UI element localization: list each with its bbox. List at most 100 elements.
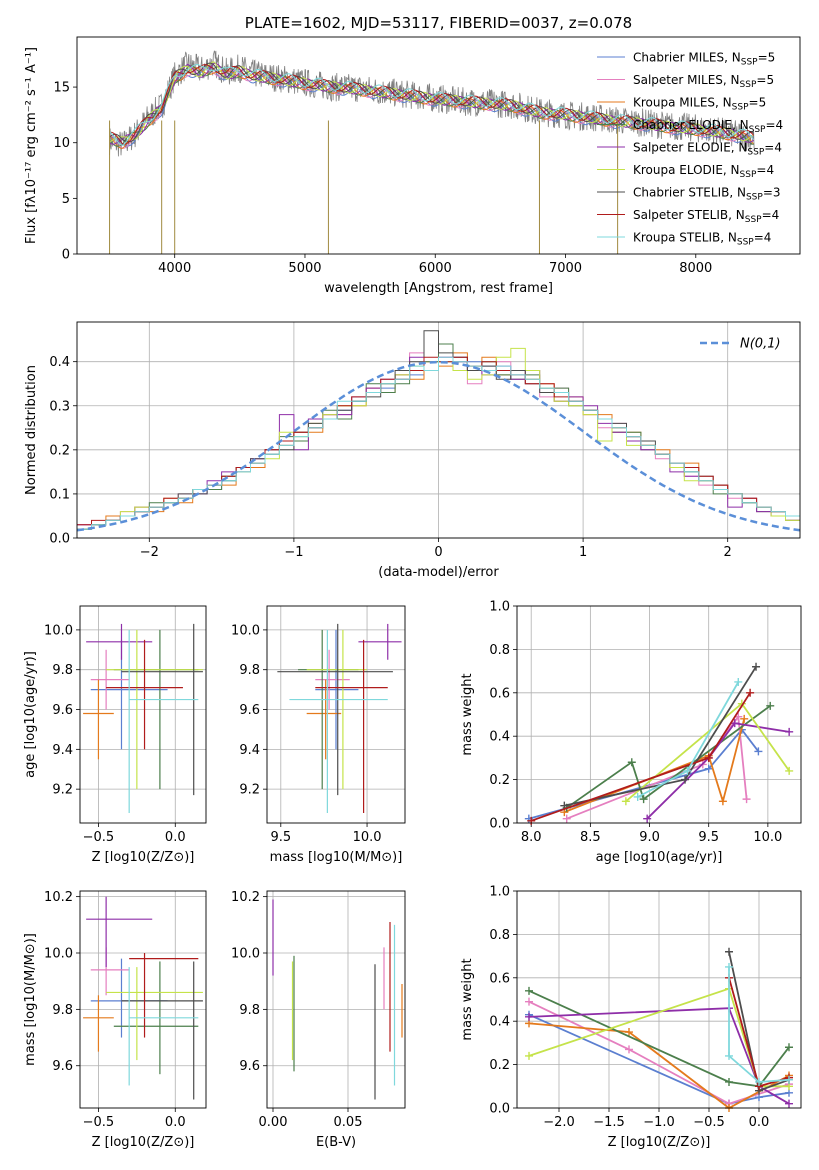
weight-marker xyxy=(527,816,536,825)
y-tick-label: 10.2 xyxy=(231,890,260,905)
panel-spectrum: 4000 5000 6000 7000 8000 0 5 10 15 wavelength [An… xyxy=(24,14,801,296)
y-tick-label: 0 xyxy=(62,248,70,263)
x-tick-label: 9.5 xyxy=(270,830,291,845)
weight-marker xyxy=(625,1028,633,1037)
y-tick-label: 0.2 xyxy=(489,773,510,788)
normal-curve xyxy=(77,360,800,532)
axes-frame xyxy=(79,890,207,1109)
weight-marker xyxy=(785,1075,793,1084)
axes-frame xyxy=(76,36,801,255)
y-tick-label: 9.6 xyxy=(52,703,73,718)
y-tick-label: 15 xyxy=(53,81,70,96)
panel-residuals: −2 −1 0 1 2 0.0 0.1 0.2 0.3 0.4 (data-model)/error… xyxy=(24,321,801,580)
axes-frame xyxy=(79,605,207,824)
y-tick-label: 9.8 xyxy=(239,1003,260,1018)
axes-frame xyxy=(76,321,801,539)
panel-mass_vs_z: −0.5 0.0 9.6 9.8 10.0 10.2 Z [log10(Z/Z⊙)] mass… xyxy=(23,890,207,1150)
y-axis-label: mass [log10(M/M⊙)] xyxy=(23,933,38,1066)
x-tick-label: 8000 xyxy=(679,261,712,276)
model-8 xyxy=(109,63,754,146)
histograms xyxy=(77,330,800,532)
weight-marker xyxy=(643,814,652,823)
panel-age_vs_mass: 9.5 10.0 9.2 9.4 9.6 9.8 10.0 mass [log10(M/M⊙)… xyxy=(231,605,406,865)
x-tick-label: 9.0 xyxy=(639,830,660,845)
x-axis-label: age [log10(age/yr)] xyxy=(596,850,723,865)
x-tick-label: −0.5 xyxy=(83,1115,115,1130)
weight-marker xyxy=(754,747,763,756)
weight-marker xyxy=(683,766,692,775)
legend-label: Chabrier ELODIE, NSSP=4 xyxy=(633,118,783,135)
y-tick-label: 0.0 xyxy=(489,817,510,832)
weight-marker xyxy=(725,1051,733,1060)
weight-marker xyxy=(627,758,636,767)
y-tick-label: 10.0 xyxy=(44,623,73,638)
x-tick-label: 10.0 xyxy=(753,830,782,845)
y-tick-label: 0.0 xyxy=(49,532,70,547)
y-tick-label: 0.4 xyxy=(489,730,510,745)
y-tick-label: 0.1 xyxy=(49,487,70,502)
x-tick-label: 0 xyxy=(434,545,442,560)
y-tick-label: 0.4 xyxy=(489,1015,510,1030)
y-axis-label: mass weight xyxy=(460,958,475,1040)
y-tick-label: 10 xyxy=(53,136,70,151)
weight-line-5 xyxy=(528,987,789,1088)
weight-marker xyxy=(785,727,794,736)
y-tick-label: 9.4 xyxy=(239,743,260,758)
y-tick-label: 9.8 xyxy=(52,663,73,678)
panel-massweight_vs_age: 8.0 8.5 9.0 9.5 10.0 0.0 0.2 0.4 0.6 0.8 1.0 age [l… xyxy=(460,600,802,865)
legend-label: Kroupa MILES, NSSP=5 xyxy=(633,96,766,113)
y-axis-label: Flux [fλ10⁻¹⁷ erg cm⁻² s⁻¹ A⁻¹] xyxy=(24,47,39,244)
weight-marker xyxy=(766,701,775,710)
x-tick-label: −1.5 xyxy=(593,1115,625,1130)
x-axis-label: E(B-V) xyxy=(316,1135,356,1150)
y-tick-label: 0.8 xyxy=(489,928,510,943)
y-tick-label: 0.2 xyxy=(489,1058,510,1073)
weight-line-1 xyxy=(566,714,748,820)
x-axis-label: wavelength [Angstrom, rest frame] xyxy=(324,281,553,296)
x-tick-label: −2 xyxy=(140,545,159,560)
y-tick-label: 9.2 xyxy=(52,783,73,798)
y-tick-label: 9.6 xyxy=(239,1059,260,1074)
weight-marker xyxy=(785,1043,793,1052)
y-axis-label: mass weight xyxy=(460,673,475,755)
weight-line-2 xyxy=(563,718,746,813)
weight-marker xyxy=(704,764,713,773)
x-tick-label: −1 xyxy=(284,545,303,560)
x-axis-label: Z [log10(Z/Z⊙)] xyxy=(92,850,195,865)
legend-label: Salpeter ELODIE, NSSP=4 xyxy=(633,141,782,158)
y-tick-label: 0.2 xyxy=(49,443,70,458)
y-tick-label: 10.2 xyxy=(44,890,73,905)
weight-marker xyxy=(633,792,642,801)
model-4 xyxy=(109,62,754,145)
x-tick-label: −2.0 xyxy=(543,1115,575,1130)
x-tick-label: 10.0 xyxy=(353,830,382,845)
y-tick-label: 9.8 xyxy=(239,663,260,678)
y-tick-label: 10.0 xyxy=(231,623,260,638)
weight-marker xyxy=(639,795,648,804)
y-tick-label: 9.6 xyxy=(239,703,260,718)
axes-frame xyxy=(516,605,802,824)
weight-line-4 xyxy=(528,1007,790,1105)
y-tick-label: 0.6 xyxy=(489,686,510,701)
y-tick-label: 0.6 xyxy=(489,971,510,986)
axes-frame xyxy=(516,890,802,1109)
weight-marker xyxy=(725,962,733,971)
weight-marker xyxy=(621,797,630,806)
weight-marker xyxy=(525,1012,533,1021)
weight-marker xyxy=(562,814,571,823)
y-tick-label: 0.0 xyxy=(489,1102,510,1117)
y-tick-label: 0.3 xyxy=(49,399,70,414)
y-tick-label: 10.0 xyxy=(231,947,260,962)
y-tick-label: 1.0 xyxy=(489,885,510,900)
x-tick-label: 6000 xyxy=(419,261,452,276)
weight-marker xyxy=(718,797,727,806)
x-tick-label: 2 xyxy=(724,545,732,560)
legend-label: Kroupa ELODIE, NSSP=4 xyxy=(633,163,774,180)
x-axis-label: Z [log10(Z/Z⊙)] xyxy=(92,1135,195,1150)
x-tick-label: 0.00 xyxy=(259,1115,288,1130)
weight-marker xyxy=(704,753,713,762)
x-tick-label: 9.5 xyxy=(698,830,719,845)
legend-label: Salpeter MILES, NSSP=5 xyxy=(633,73,774,90)
model-0 xyxy=(109,66,754,147)
